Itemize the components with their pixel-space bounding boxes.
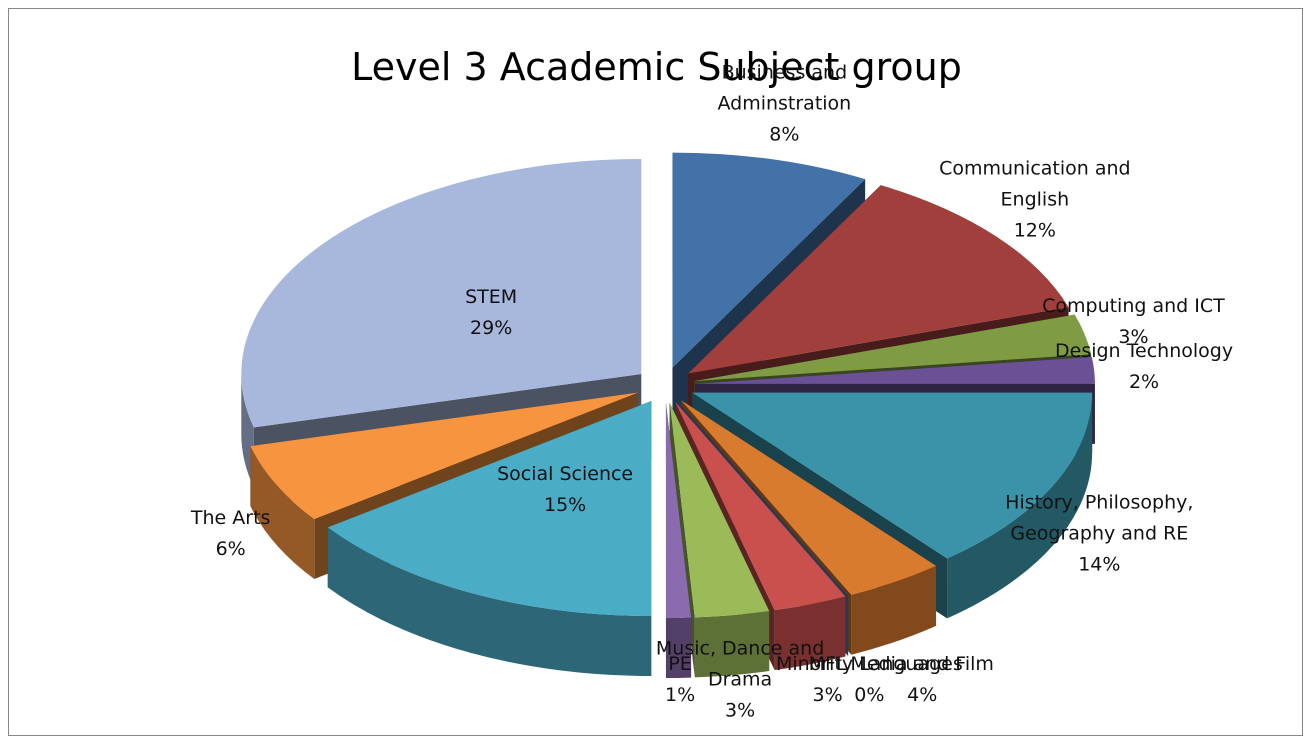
value-label: 3% [1118,325,1149,348]
slice [669,402,770,618]
value-label: 4% [907,684,938,706]
slice [681,400,937,595]
slice-label: Music, Dance and Drama 3% [635,634,845,727]
slice [688,185,1069,374]
value-label: 3% [812,684,843,706]
slice [672,152,866,368]
slice-label: Communication and English 12% [930,153,1140,246]
slice-label: STEM 29% [386,282,596,344]
slice [241,158,642,428]
value-label: 6% [215,538,246,561]
slice-label: Minority Languages 0% [764,649,974,711]
slice [665,402,692,618]
slice [327,401,652,617]
value-label: 12% [1013,219,1056,242]
slice-label: Computing and ICT 3% [1028,291,1238,353]
slice [675,401,846,611]
slice-wall [947,392,1093,619]
slice-wall [250,446,315,580]
slice-label: PE 1% [575,649,785,711]
slice-label: Media and Film 4% [817,649,1027,711]
slice-wall [774,596,846,671]
slice-wall [851,565,937,655]
value-label: 1% [664,684,696,706]
slice-label: Design Technology 2% [1039,336,1249,398]
slice [250,392,638,520]
slice-wall [665,617,692,678]
value-label: 15% [543,494,587,517]
slice [692,392,1093,559]
chart-title: Level 3 Academic Subject group [351,45,962,89]
value-label: 3% [725,699,756,722]
value-label: 29% [470,316,513,339]
value-label: 14% [1078,553,1121,576]
slice-label: MFL 3% [723,649,933,711]
slice-wall [694,611,770,678]
value-label: 8% [769,123,800,146]
value-label: 0% [854,684,885,706]
chart-frame [8,8,1303,736]
value-label: 2% [1128,370,1160,393]
slice-label: History, Philosophy, Geography and RE 14% [994,488,1204,581]
slice [694,314,1092,382]
slice-label: The Arts 6% [126,503,336,565]
slice-wall [327,527,652,677]
slice-label: Social Science 15% [460,459,670,521]
slice [694,356,1095,384]
slice-label: Business and Adminstration 8% [679,57,889,150]
